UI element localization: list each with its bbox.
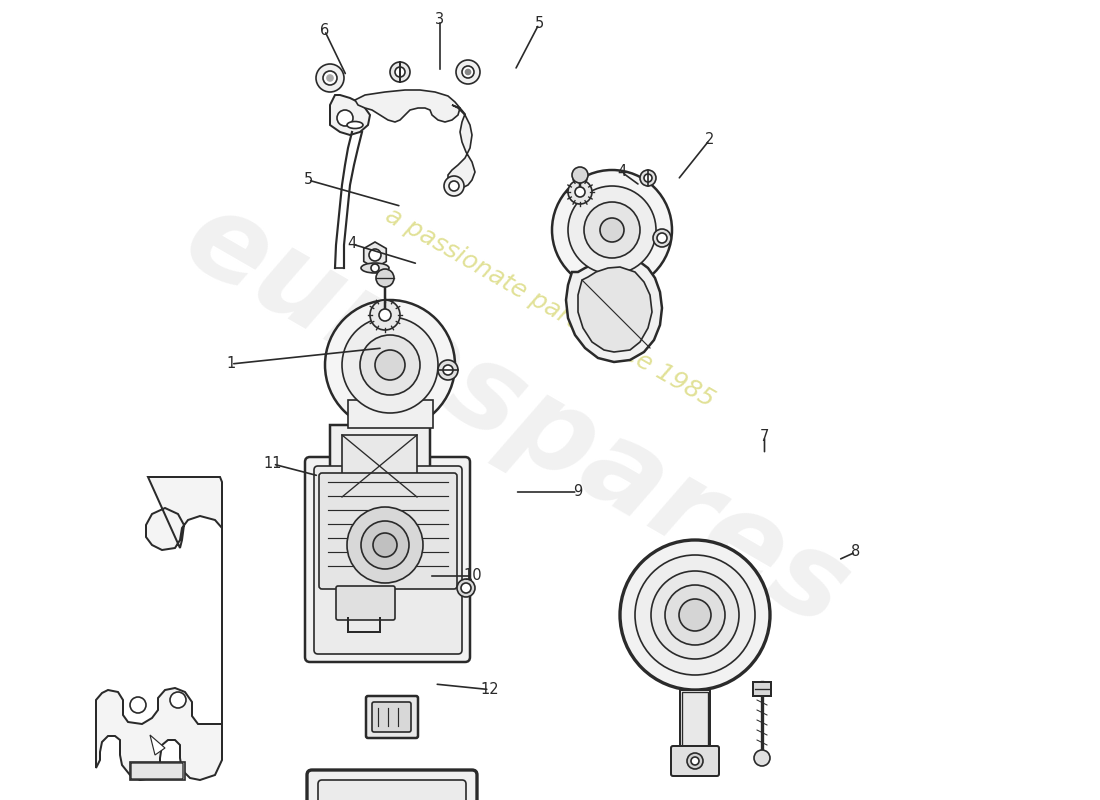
FancyBboxPatch shape <box>671 746 719 776</box>
Text: 6: 6 <box>320 23 329 38</box>
Bar <box>682 692 708 748</box>
Circle shape <box>342 317 438 413</box>
Ellipse shape <box>361 263 389 273</box>
Polygon shape <box>448 105 475 188</box>
Text: 11: 11 <box>264 457 282 471</box>
Polygon shape <box>330 95 370 135</box>
Circle shape <box>379 309 390 321</box>
Polygon shape <box>355 90 460 122</box>
Polygon shape <box>566 258 662 362</box>
Circle shape <box>666 585 725 645</box>
Circle shape <box>373 533 397 557</box>
Polygon shape <box>150 735 165 755</box>
Text: 2: 2 <box>705 133 714 147</box>
Circle shape <box>568 186 656 274</box>
Circle shape <box>444 176 464 196</box>
FancyBboxPatch shape <box>305 457 470 662</box>
Text: eurospares: eurospares <box>165 180 869 652</box>
Circle shape <box>170 692 186 708</box>
Text: 9: 9 <box>573 485 582 499</box>
Circle shape <box>584 202 640 258</box>
Circle shape <box>653 229 671 247</box>
Circle shape <box>465 70 471 74</box>
Polygon shape <box>578 267 652 352</box>
Circle shape <box>688 753 703 769</box>
Circle shape <box>568 180 592 204</box>
Circle shape <box>575 187 585 197</box>
Text: 3: 3 <box>436 13 444 27</box>
Circle shape <box>323 71 337 85</box>
Text: 4: 4 <box>348 237 356 251</box>
Circle shape <box>327 75 333 81</box>
Circle shape <box>754 750 770 766</box>
Bar <box>330 425 430 507</box>
FancyBboxPatch shape <box>372 702 411 732</box>
Circle shape <box>640 170 656 186</box>
Circle shape <box>644 174 652 182</box>
Circle shape <box>316 64 344 92</box>
Text: 8: 8 <box>851 545 860 559</box>
Bar <box>130 762 185 780</box>
Circle shape <box>361 521 409 569</box>
FancyBboxPatch shape <box>319 473 456 589</box>
Polygon shape <box>96 477 222 780</box>
Circle shape <box>438 360 458 380</box>
Bar <box>342 435 417 497</box>
Circle shape <box>620 540 770 690</box>
Circle shape <box>324 300 455 430</box>
FancyBboxPatch shape <box>336 586 395 620</box>
Circle shape <box>370 300 400 330</box>
Circle shape <box>635 555 755 675</box>
Ellipse shape <box>346 122 363 129</box>
FancyBboxPatch shape <box>314 466 462 654</box>
Circle shape <box>371 264 380 272</box>
Circle shape <box>390 62 410 82</box>
FancyBboxPatch shape <box>307 770 477 800</box>
Circle shape <box>572 167 588 183</box>
Circle shape <box>679 599 711 631</box>
Circle shape <box>657 233 667 243</box>
Polygon shape <box>364 242 386 268</box>
Text: 10: 10 <box>464 569 482 583</box>
Circle shape <box>449 181 459 191</box>
FancyBboxPatch shape <box>131 763 183 779</box>
FancyBboxPatch shape <box>366 696 418 738</box>
Circle shape <box>456 579 475 597</box>
Circle shape <box>130 697 146 713</box>
Text: 5: 5 <box>304 173 312 187</box>
Bar <box>348 400 433 428</box>
Circle shape <box>651 571 739 659</box>
Circle shape <box>376 269 394 287</box>
Circle shape <box>360 335 420 395</box>
Circle shape <box>337 110 353 126</box>
Text: 5: 5 <box>535 17 543 31</box>
Circle shape <box>375 350 405 380</box>
Circle shape <box>691 757 698 765</box>
Circle shape <box>456 60 480 84</box>
Circle shape <box>443 365 453 375</box>
FancyBboxPatch shape <box>318 780 466 800</box>
Text: a passionate parts since 1985: a passionate parts since 1985 <box>382 204 718 412</box>
Circle shape <box>461 583 471 593</box>
Bar <box>754 682 771 696</box>
Text: 7: 7 <box>760 429 769 443</box>
Text: 4: 4 <box>617 165 626 179</box>
Circle shape <box>552 170 672 290</box>
Text: 12: 12 <box>481 682 498 697</box>
Circle shape <box>395 67 405 77</box>
Circle shape <box>462 66 474 78</box>
Text: 1: 1 <box>227 357 235 371</box>
Circle shape <box>346 507 424 583</box>
Circle shape <box>600 218 624 242</box>
Bar <box>680 690 710 750</box>
Circle shape <box>368 249 381 261</box>
